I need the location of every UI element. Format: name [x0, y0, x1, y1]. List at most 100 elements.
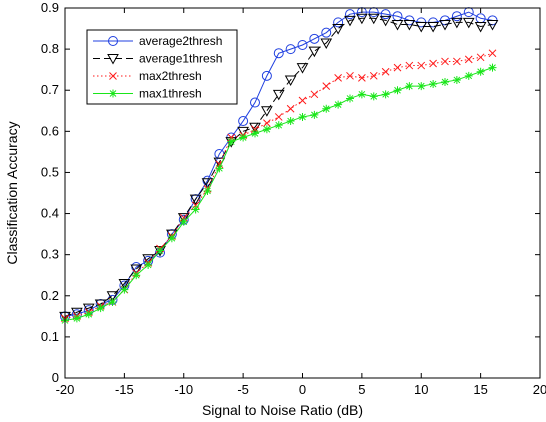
y-tick-label: 0.2	[41, 288, 59, 303]
data-point-max2thresh	[274, 113, 283, 121]
data-point-max1thresh	[298, 112, 307, 121]
data-point-max1thresh	[179, 217, 188, 226]
x-tick-label: 20	[533, 382, 546, 397]
data-point-max1thresh	[72, 314, 81, 323]
x-tick-label: -10	[174, 382, 193, 397]
data-point-average2thresh	[273, 48, 284, 59]
data-point-max2thresh	[453, 57, 461, 66]
x-tick-label: 5	[358, 382, 365, 397]
data-point-max2thresh	[441, 57, 449, 66]
data-point-average2thresh	[333, 17, 344, 28]
data-point-max2thresh	[381, 67, 390, 76]
data-point-average1thresh	[356, 13, 368, 25]
data-point-max2thresh	[334, 74, 342, 82]
x-tick-label: 15	[473, 382, 487, 397]
data-point-max1thresh	[334, 100, 343, 109]
legend-box	[86, 29, 238, 105]
data-point-max1thresh	[286, 117, 295, 126]
data-point-average1thresh	[130, 264, 143, 276]
data-point-average2thresh	[261, 70, 272, 81]
data-point-average1thresh	[415, 22, 428, 33]
data-point-max1thresh	[239, 133, 248, 142]
axes: -20 -15 -10 -5 0 5 10 15 20 0 0.1 0.2 0.3 0.4 0.5 0.6 0.…	[4, 0, 546, 418]
data-point-average1thresh	[261, 106, 273, 117]
data-point-max2thresh	[488, 49, 497, 58]
data-point-average1thresh	[427, 22, 439, 33]
y-axis-title: Classification Accuracy	[4, 121, 20, 264]
data-point-max1thresh	[464, 71, 473, 80]
data-point-max1thresh	[429, 80, 438, 89]
data-point-max1thresh	[84, 310, 93, 319]
legend-swatch-marker	[109, 72, 117, 80]
data-point-average2thresh	[380, 9, 391, 20]
data-point-average1thresh	[439, 19, 451, 31]
data-point-max1thresh	[132, 271, 141, 280]
data-point-max2thresh	[298, 96, 307, 105]
data-point-average1thresh	[332, 24, 344, 35]
data-point-average1thresh	[82, 303, 95, 315]
data-point-max1thresh	[274, 121, 283, 130]
data-point-max2thresh	[405, 61, 414, 70]
data-point-max1thresh	[441, 78, 449, 86]
data-point-max1thresh	[346, 94, 354, 103]
data-point-max2thresh	[358, 74, 366, 82]
data-point-average2thresh	[238, 116, 249, 127]
data-point-max1thresh	[417, 82, 426, 91]
data-point-max1thresh	[120, 285, 129, 294]
data-point-average1thresh	[344, 15, 356, 27]
y-tick-label: 0.1	[41, 329, 59, 344]
data-point-average1thresh	[474, 22, 487, 33]
data-point-max1thresh	[405, 82, 414, 91]
data-point-max1thresh	[215, 164, 224, 173]
data-point-max2thresh	[393, 63, 402, 72]
data-point-average1thresh	[320, 38, 333, 49]
data-point-average2thresh	[285, 44, 296, 55]
data-point-max1thresh	[191, 205, 200, 214]
y-tick-label: 0.3	[41, 247, 59, 262]
data-point-max2thresh	[417, 61, 426, 70]
data-point-average2thresh	[309, 33, 320, 44]
data-point-average1thresh	[272, 89, 285, 101]
data-point-average1thresh	[189, 194, 202, 206]
data-point-max1thresh	[476, 67, 485, 76]
y-tick-label: 0.7	[41, 82, 59, 97]
data-point-max1thresh	[262, 125, 271, 134]
legend-label: average2thresh	[139, 34, 222, 48]
data-point-average1thresh	[379, 15, 392, 27]
data-point-max1thresh	[203, 186, 212, 195]
x-tick-label: 0	[299, 382, 306, 397]
data-point-max2thresh	[346, 71, 354, 80]
data-point-average2thresh	[297, 40, 308, 50]
data-point-average2thresh	[250, 97, 260, 108]
data-point-average1thresh	[237, 126, 249, 138]
data-point-average1thresh	[284, 75, 297, 86]
data-point-max1thresh	[108, 297, 117, 306]
y-tick-label: 0	[52, 370, 59, 385]
data-point-max2thresh	[476, 53, 485, 62]
data-point-max1thresh	[357, 90, 366, 99]
data-point-average1thresh	[249, 122, 261, 134]
data-point-average1thresh	[94, 299, 107, 311]
x-axis-title: Signal to Noise Ratio (dB)	[202, 402, 363, 418]
legend-label: max1thresh	[139, 87, 202, 101]
y-tick-label: 0.4	[41, 206, 59, 221]
data-point-average1thresh	[403, 19, 416, 31]
data-point-max1thresh	[452, 75, 461, 84]
data-point-max1thresh	[393, 86, 402, 95]
data-point-max1thresh	[144, 260, 153, 269]
data-point-average1thresh	[308, 46, 321, 58]
legend-label: max2thresh	[139, 69, 202, 83]
data-point-average1thresh	[367, 13, 380, 25]
series-max1thresh	[61, 63, 497, 325]
data-point-max2thresh	[263, 119, 271, 127]
data-point-average2thresh	[451, 11, 462, 22]
data-point-average1thresh	[296, 63, 309, 74]
data-point-max1thresh	[381, 90, 390, 99]
y-tick-label: 0.5	[41, 164, 59, 179]
data-point-max2thresh	[310, 90, 319, 99]
legend-swatch-marker	[108, 36, 118, 46]
data-point-max1thresh	[369, 92, 378, 101]
data-point-max2thresh	[369, 71, 378, 80]
